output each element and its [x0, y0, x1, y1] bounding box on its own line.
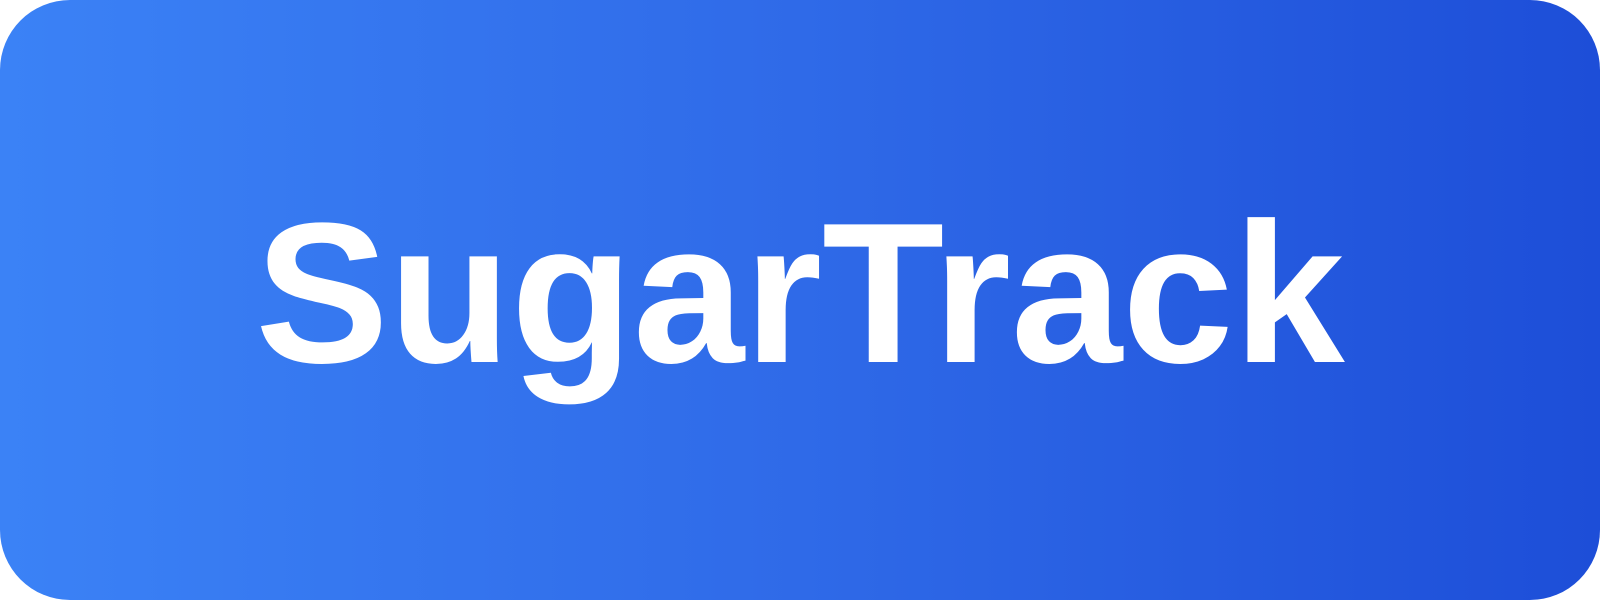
app-name-wordmark: SugarTrack	[255, 182, 1345, 405]
